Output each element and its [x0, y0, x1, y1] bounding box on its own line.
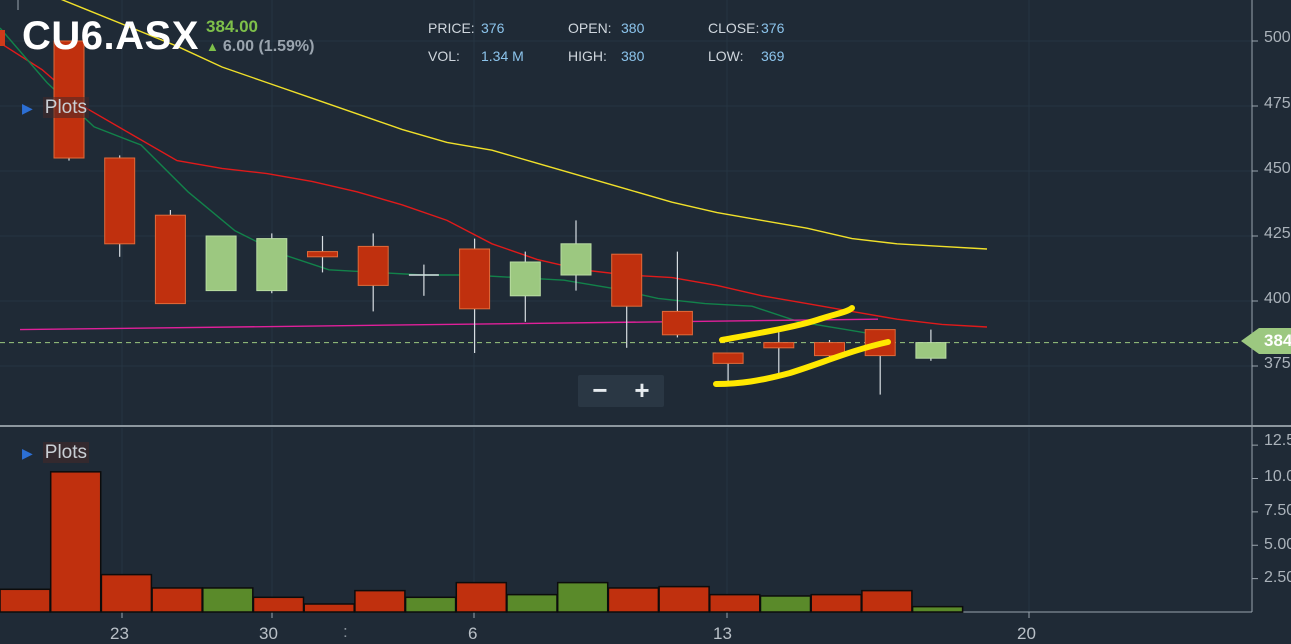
ticker-symbol: CU6.ASX: [22, 14, 199, 58]
volume-tick-label: 7.50: [1264, 502, 1291, 519]
volume-bar: [252, 596, 305, 613]
price-tick-label: 400: [1264, 290, 1291, 307]
volume-bar: [810, 593, 862, 613]
volume-tick-label: 5.00: [1264, 536, 1291, 553]
volume-bar: [49, 471, 102, 613]
candle-body: [915, 342, 947, 359]
zoom-controls: − +: [578, 375, 664, 407]
candle-body: [611, 253, 643, 307]
expand-triangle-icon: ▶: [22, 445, 33, 461]
stat-volume-label: VOL:: [428, 48, 460, 64]
volume-tick-label: 10.0: [1264, 468, 1291, 485]
volume-bar: [759, 595, 812, 613]
volume-tick-label: 12.5: [1264, 432, 1291, 449]
candle-body: [459, 248, 491, 310]
date-tick-label: 6: [468, 624, 478, 643]
date-tick-label: 30: [259, 624, 278, 643]
price-tick-label: 450: [1264, 160, 1291, 177]
volume-bar: [455, 581, 508, 613]
candle-body: [509, 261, 541, 297]
price-plots-label: Plots: [42, 97, 90, 118]
volume-plots-label: Plots: [42, 442, 90, 463]
volume-bar: [303, 603, 355, 613]
stat-low-label: LOW:: [708, 48, 744, 64]
volume-bar: [556, 581, 609, 613]
stat-high-label: HIGH:: [568, 48, 607, 64]
price-tick-label: 500: [1264, 29, 1291, 46]
stat-volume-value: 1.34 M: [481, 48, 524, 64]
stat-open-value: 380: [621, 20, 645, 36]
date-separator: :: [343, 622, 348, 641]
moving-average-red: [0, 42, 988, 328]
volume-bar: [658, 585, 710, 613]
candle-body: [814, 342, 845, 357]
volume-bar: [0, 588, 51, 613]
volume-bar: [202, 587, 254, 613]
date-tick-label: 13: [713, 624, 732, 643]
price-tick-label: 475: [1264, 95, 1291, 112]
candle-body: [205, 235, 237, 292]
volume-bar: [404, 596, 457, 613]
candle-body: [154, 214, 186, 305]
stat-low-value: 369: [761, 48, 785, 64]
price-plots-toggle[interactable]: ▶ Plots: [22, 97, 90, 119]
volume-tick-label: 2.50: [1264, 569, 1291, 586]
last-price: 384.00: [206, 17, 258, 36]
date-tick-label: 23: [110, 624, 129, 643]
expand-triangle-icon: ▶: [22, 100, 33, 116]
current-price-tag-label: 384: [1264, 331, 1291, 350]
moving-average-yellow: [60, 0, 988, 250]
stat-close-label: CLOSE:: [708, 20, 760, 36]
candle-body: [712, 352, 744, 364]
up-arrow-icon: ▲: [206, 39, 219, 54]
stat-high-value: 380: [621, 48, 645, 64]
candle-body: [307, 251, 338, 258]
stat-price-value: 376: [481, 20, 505, 36]
stat-price-label: PRICE:: [428, 20, 475, 36]
price-change-value: 6.00 (1.59%): [222, 38, 315, 55]
price-tick-label: 375: [1264, 355, 1291, 372]
volume-bar: [151, 587, 203, 613]
trend-line: [19, 318, 879, 331]
price-tick-label: 425: [1264, 225, 1291, 242]
candle-body: [357, 245, 389, 286]
stat-open-label: OPEN:: [568, 20, 612, 36]
volume-bar: [861, 589, 913, 613]
zoom-in-button[interactable]: +: [634, 375, 650, 405]
volume-bar: [100, 573, 153, 613]
candle-body: [763, 342, 795, 349]
volume-plots-toggle[interactable]: ▶ Plots: [22, 442, 90, 464]
volume-bar: [709, 593, 761, 613]
price-change: ▲ 6.00 (1.59%): [206, 38, 314, 56]
moving-average-green: [0, 27, 894, 339]
candle-body: [256, 238, 288, 292]
stat-close-value: 376: [761, 20, 785, 36]
volume-bar: [354, 589, 406, 613]
candle-body: [104, 157, 136, 245]
volume-bar: [607, 587, 660, 613]
ticker-color-marker: [0, 30, 5, 46]
candle-body: [560, 243, 592, 276]
volume-bar: [911, 605, 964, 613]
volume-bar: [506, 593, 558, 613]
annotation-upper-stroke: [719, 305, 855, 343]
candle-body: [661, 310, 693, 336]
date-tick-label: 20: [1017, 624, 1036, 643]
zoom-out-button[interactable]: −: [592, 375, 608, 405]
annotation-lower-stroke: [713, 339, 891, 387]
